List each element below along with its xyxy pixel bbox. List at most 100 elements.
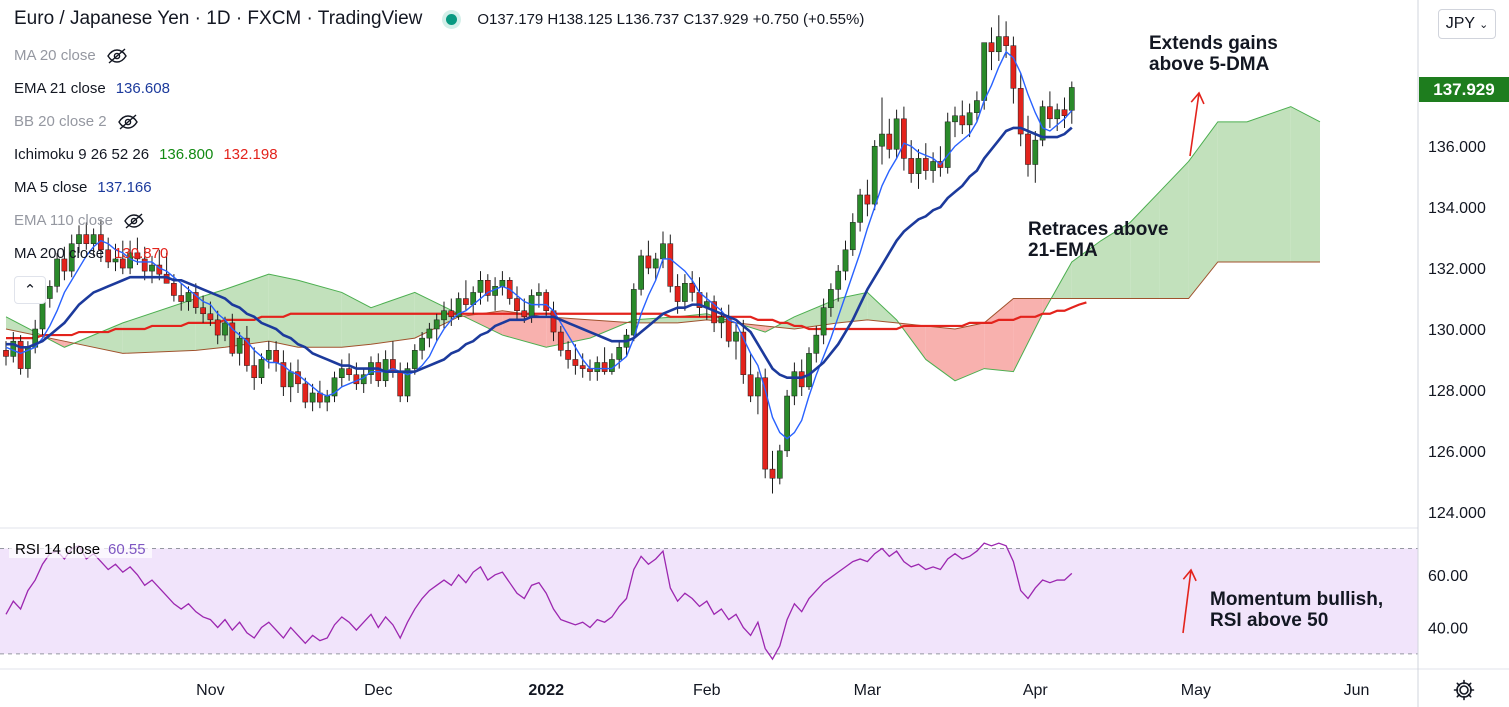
candle-body	[601, 362, 608, 372]
annotation-extends-gains: Extends gains above 5-DMA	[1149, 33, 1278, 75]
annotation-line: above 5-DMA	[1149, 54, 1270, 75]
chevron-down-icon: ⌄	[1479, 18, 1489, 31]
candle-body	[346, 368, 352, 375]
price-tick-label: 128.000	[1428, 383, 1486, 400]
candle-body	[528, 295, 535, 318]
legend-row[interactable]: BB 20 close 2	[14, 113, 139, 130]
candle-body	[849, 222, 856, 251]
candle-body	[565, 350, 571, 360]
candle-body	[981, 42, 988, 101]
candle-body	[798, 371, 805, 388]
ichimoku-cloud-segment	[546, 316, 590, 348]
candle-body	[630, 289, 637, 336]
candle-body	[397, 371, 404, 397]
candle-body	[514, 298, 520, 311]
legend-row[interactable]: EMA 21 close 136.608	[14, 80, 170, 97]
annotation-line: Extends gains	[1149, 33, 1278, 54]
candle-body	[302, 383, 309, 403]
candle-body	[287, 371, 294, 388]
legend-value: 132.198	[223, 146, 278, 163]
currency-label: JPY	[1445, 15, 1476, 32]
annotation-retraces: Retraces above 21-EMA	[1028, 219, 1168, 261]
time-tick-label: Feb	[693, 682, 721, 699]
candle-body	[791, 371, 798, 397]
candle-body	[426, 328, 433, 339]
ichimoku-cloud-segment	[1188, 121, 1218, 299]
rsi-legend[interactable]: RSI 14 close 60.55	[9, 541, 152, 558]
annotation-line: Momentum bullish,	[1210, 589, 1384, 610]
price-pane[interactable]	[3, 15, 1321, 494]
rsi-legend-name: RSI 14 close	[15, 541, 101, 558]
candle-body	[61, 258, 68, 272]
candle-body	[3, 350, 9, 357]
ichimoku-span-b	[5, 261, 1321, 354]
legend-name: Ichimoku 9 26 52 26	[14, 146, 150, 163]
legend-row[interactable]: MA 20 close	[14, 47, 128, 64]
candle-body	[879, 133, 885, 147]
candle-body	[908, 158, 915, 174]
ichimoku-cloud-segment	[1290, 106, 1320, 263]
time-tick-label: Dec	[364, 682, 392, 699]
candle-body	[229, 322, 236, 354]
ichimoku-cloud-segment	[1130, 191, 1160, 299]
market-status-icon	[446, 13, 458, 25]
ichimoku-cloud-segment	[984, 298, 1014, 372]
candle-body	[886, 133, 893, 150]
candle-body	[83, 234, 90, 244]
eye-off-icon[interactable]	[106, 47, 128, 64]
legend-row[interactable]: EMA 110 close	[14, 212, 145, 229]
time-tick-label: May	[1181, 682, 1211, 699]
candle-body	[776, 450, 783, 479]
candle-body	[901, 118, 907, 159]
candle-body	[667, 243, 674, 287]
candle-body	[185, 292, 192, 302]
candle-body	[747, 374, 754, 397]
last-price-badge: 137.929	[1419, 77, 1509, 102]
rsi-pane[interactable]	[0, 542, 1418, 661]
eye-off-icon[interactable]	[123, 212, 145, 229]
candle-body	[1061, 109, 1068, 117]
currency-selector[interactable]: JPY ⌄	[1438, 9, 1496, 39]
ichimoku-cloud-segment	[867, 292, 897, 323]
legend-row[interactable]: Ichimoku 9 26 52 26 136.800 132.198	[14, 146, 278, 163]
candle-body	[90, 234, 97, 244]
gear-icon[interactable]	[1452, 678, 1476, 702]
legend-name: EMA 21 close	[14, 80, 106, 97]
candle-body	[893, 118, 900, 150]
ichimoku-cloud-segment	[925, 325, 955, 381]
collapse-legend-button[interactable]: ⌃	[14, 276, 46, 304]
candle-body	[682, 283, 688, 302]
candle-body	[769, 468, 776, 479]
ichimoku-cloud-segment	[794, 298, 839, 329]
candle-body	[579, 365, 586, 369]
candle-body	[543, 292, 550, 311]
candle-body	[995, 36, 1002, 53]
annotation-momentum: Momentum bullish, RSI above 50	[1210, 589, 1383, 631]
annotation-line: Retraces above	[1028, 219, 1169, 240]
candle-body	[280, 362, 287, 388]
candle-body	[265, 350, 272, 360]
candle-body	[171, 283, 177, 296]
ichimoku-cloud-segment	[1159, 161, 1189, 299]
legend-row[interactable]: MA 5 close 137.166	[14, 179, 152, 196]
ichimoku-span-a	[5, 106, 1321, 382]
candle-body	[1054, 109, 1061, 120]
legend-row[interactable]: MA 200 close 130.870	[14, 245, 168, 262]
time-tick-label: Jun	[1344, 682, 1370, 699]
candle-body	[119, 258, 126, 269]
candle-body	[251, 365, 258, 378]
candle-body	[521, 310, 528, 318]
arrow-shaft	[1189, 92, 1200, 157]
eye-off-icon[interactable]	[117, 113, 139, 130]
candle-body	[192, 292, 199, 308]
candle-body	[433, 319, 440, 330]
ema21-line	[6, 126, 1073, 380]
time-tick-label: Apr	[1023, 682, 1049, 699]
candle-body	[536, 292, 542, 296]
symbol-title[interactable]: Euro / Japanese Yen · 1D · FXCM · Tradin…	[14, 8, 423, 29]
candle-body	[236, 337, 243, 354]
candle-body	[572, 359, 579, 366]
candle-body	[952, 115, 958, 123]
candle-body	[645, 255, 652, 269]
